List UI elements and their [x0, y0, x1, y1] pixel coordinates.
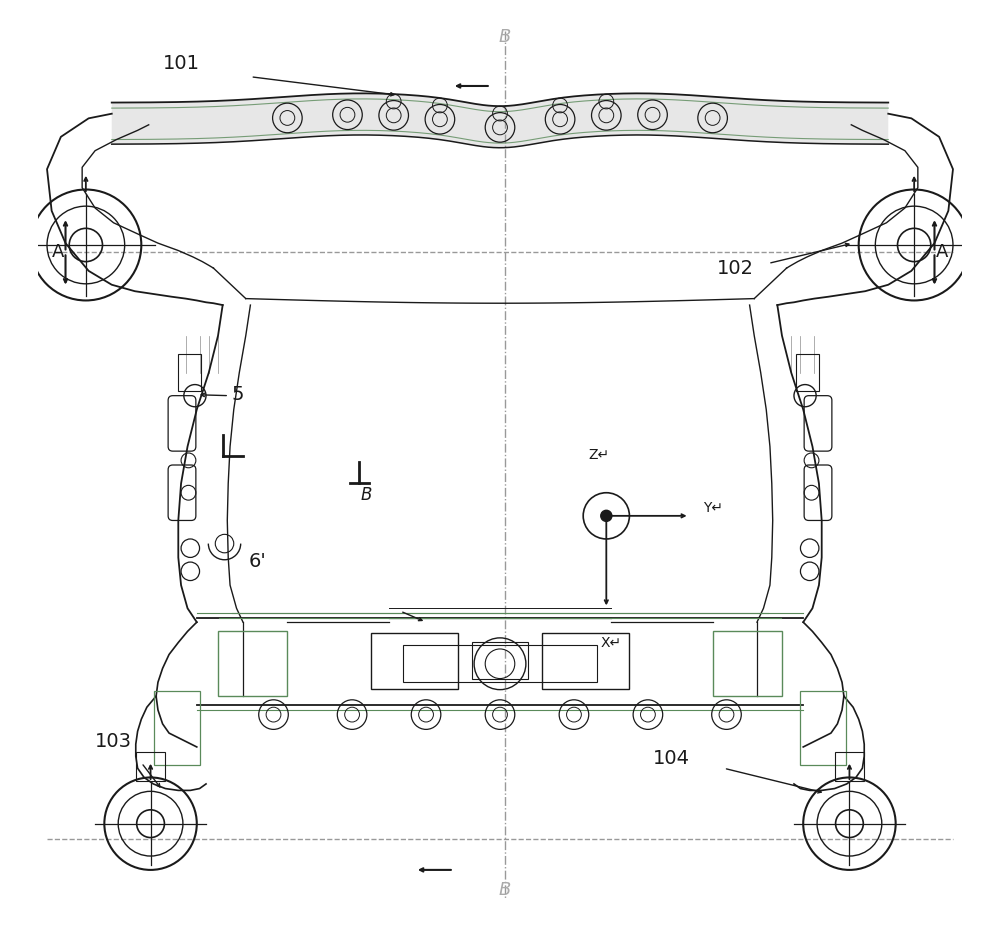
Text: 103: 103 [95, 732, 132, 751]
Bar [800, 692, 846, 765]
Text: X↵: X↵ [600, 636, 621, 650]
Text: 104: 104 [653, 749, 690, 767]
Text: 102: 102 [717, 259, 754, 278]
Text: Z↵: Z↵ [588, 448, 609, 462]
Text: B: B [360, 486, 372, 504]
Bar [713, 631, 782, 697]
Text: 5: 5 [232, 385, 244, 405]
Text: 101: 101 [163, 54, 200, 73]
Text: B: B [498, 881, 511, 899]
Bar [472, 643, 528, 680]
Bar [542, 633, 629, 689]
Text: 6': 6' [249, 551, 266, 571]
Bar [136, 751, 165, 781]
Polygon shape [112, 93, 888, 148]
Text: B: B [498, 28, 511, 46]
Text: Y↵: Y↵ [703, 501, 723, 515]
Text: A: A [936, 244, 948, 261]
Bar [371, 633, 458, 689]
Text: A: A [52, 244, 64, 261]
Bar [178, 354, 201, 391]
Bar [403, 645, 597, 683]
Circle shape [601, 511, 612, 522]
Bar [218, 631, 287, 697]
Bar [796, 354, 819, 391]
Bar [835, 751, 864, 781]
Bar [154, 692, 200, 765]
